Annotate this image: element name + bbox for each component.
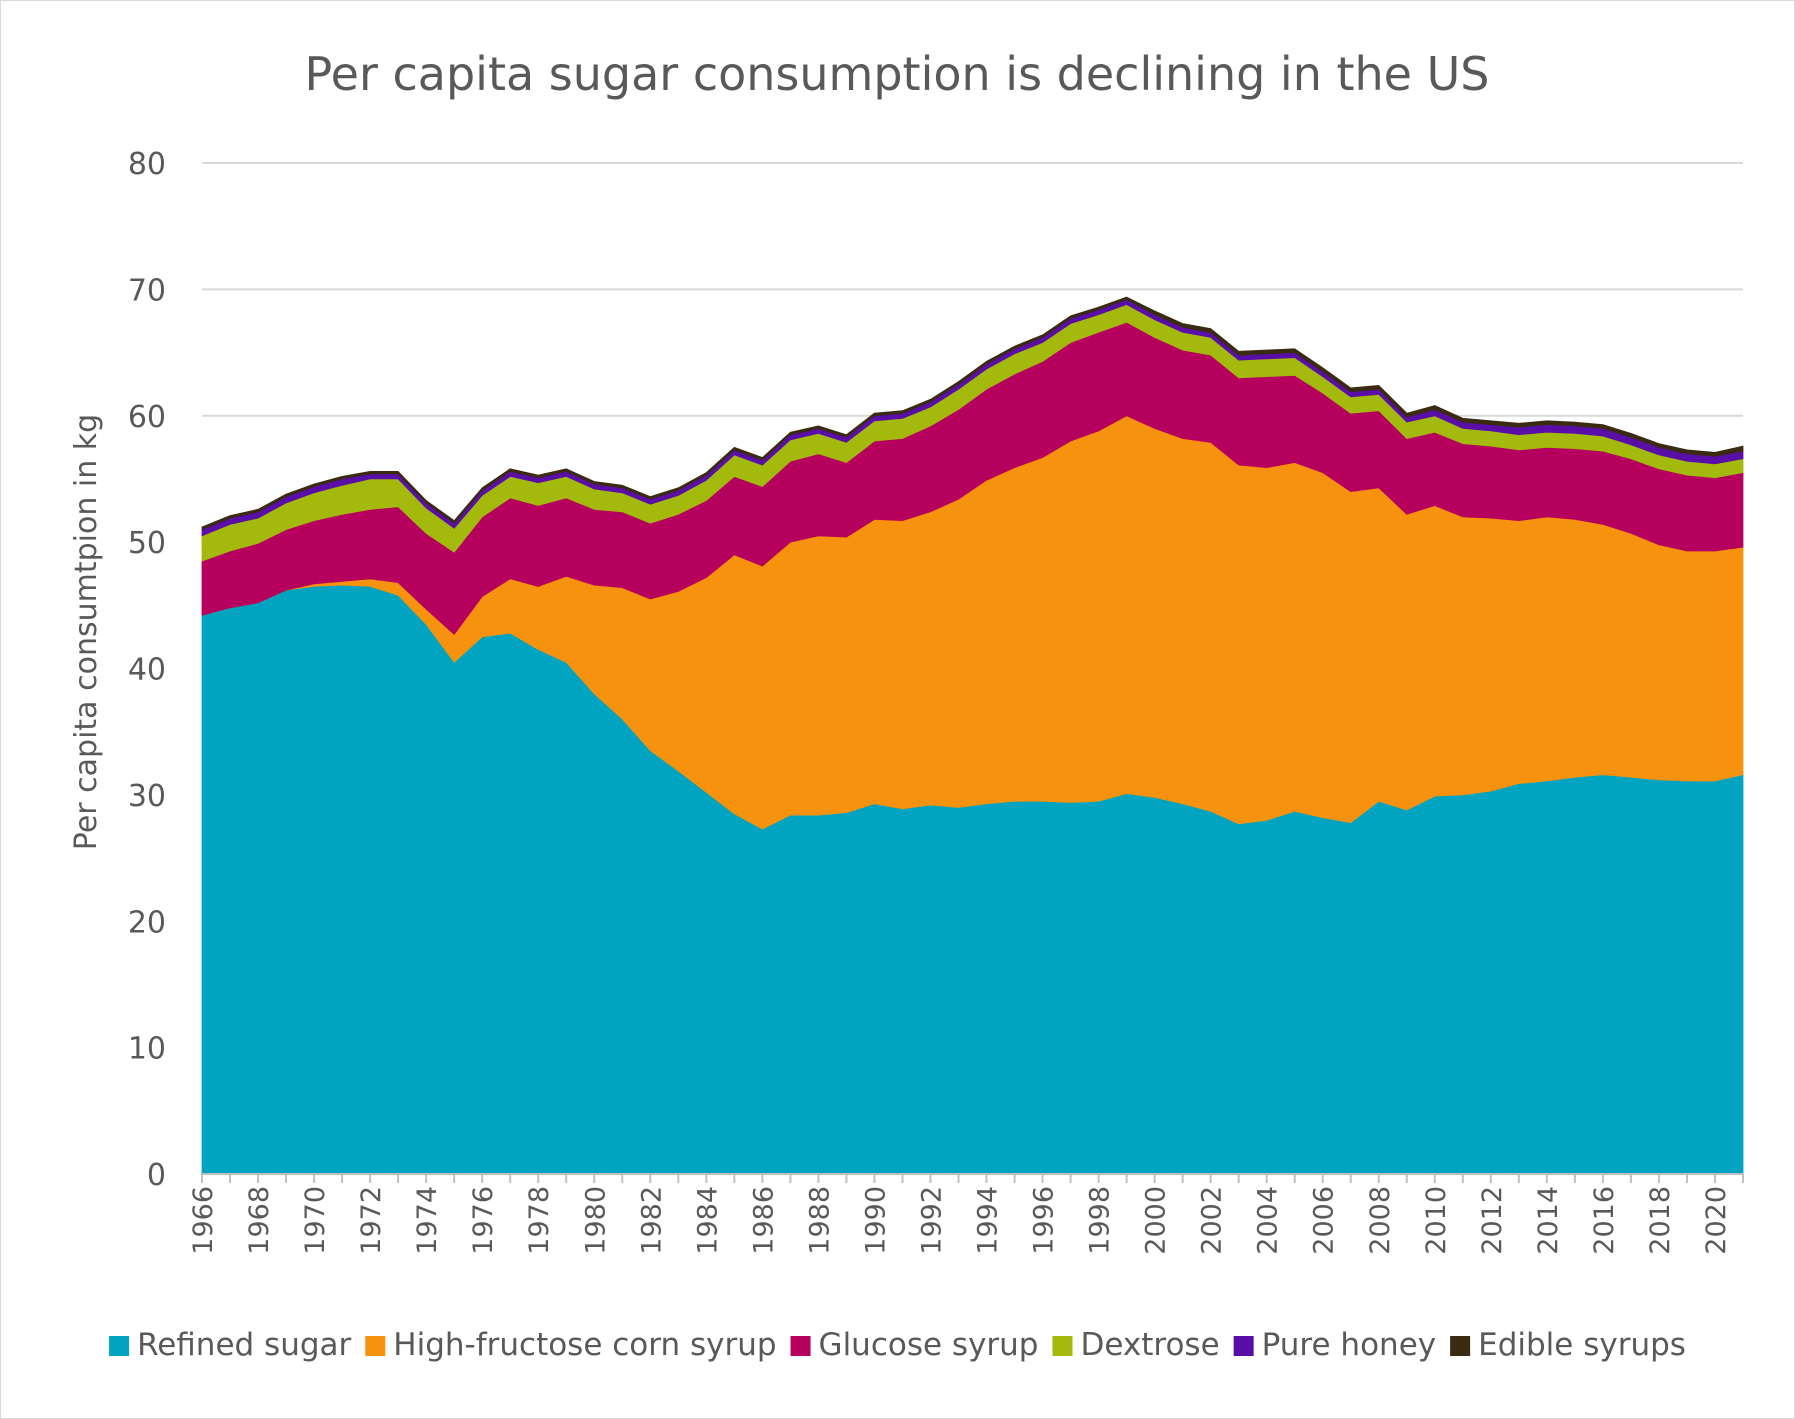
x-tick-label: 1974 bbox=[412, 1186, 443, 1255]
y-tick-label: 40 bbox=[128, 653, 166, 688]
x-tick-label: 2004 bbox=[1253, 1186, 1284, 1255]
legend-label: Refined sugar bbox=[137, 1327, 351, 1363]
x-tick-label: 1986 bbox=[748, 1186, 779, 1255]
y-axis-label: Per capita consumtpion in kg bbox=[69, 414, 104, 850]
x-tick-label: 1984 bbox=[692, 1186, 723, 1255]
x-tick-label: 1982 bbox=[636, 1186, 667, 1255]
legend-label: Dextrose bbox=[1080, 1327, 1219, 1363]
legend-swatch bbox=[365, 1336, 386, 1356]
y-tick-label: 30 bbox=[128, 779, 166, 814]
legend: Refined sugar High-fructose corn syrup Glu… bbox=[109, 1327, 1686, 1363]
y-tick-label: 20 bbox=[128, 905, 166, 940]
x-tick-label: 1980 bbox=[580, 1186, 611, 1255]
legend-item-glucose-syrup: Glucose syrup bbox=[790, 1327, 1039, 1363]
y-tick-label: 10 bbox=[128, 1032, 166, 1067]
legend-label: Glucose syrup bbox=[819, 1327, 1039, 1363]
y-tick-label: 50 bbox=[128, 526, 166, 561]
x-tick-label: 1990 bbox=[860, 1186, 891, 1255]
x-tick-label: 1978 bbox=[524, 1186, 555, 1255]
legend-swatch bbox=[790, 1336, 811, 1356]
x-tick-label: 2014 bbox=[1533, 1186, 1564, 1255]
x-tick-label: 2000 bbox=[1141, 1186, 1172, 1255]
axes: 1966 1968 1970 1972 1974 1976 1978 1980 1982 1984… bbox=[188, 1173, 1744, 1255]
x-tick-label: 1970 bbox=[300, 1186, 331, 1255]
legend-swatch bbox=[1052, 1336, 1073, 1356]
legend-swatch bbox=[1233, 1336, 1254, 1356]
x-tick-label: 2008 bbox=[1365, 1186, 1396, 1255]
x-tick-label: 2006 bbox=[1309, 1186, 1340, 1255]
legend-item-refined-sugar: Refined sugar bbox=[109, 1327, 352, 1363]
x-tick-label: 1988 bbox=[804, 1186, 835, 1255]
x-tick-label: 1966 bbox=[188, 1186, 219, 1255]
legend-swatch bbox=[1450, 1336, 1471, 1356]
plot-areas bbox=[201, 296, 1744, 1175]
x-tick-label: 1996 bbox=[1029, 1186, 1060, 1255]
x-tick-label: 1976 bbox=[468, 1186, 499, 1255]
x-tick-label: 1968 bbox=[244, 1186, 275, 1255]
x-tick-label: 1992 bbox=[917, 1186, 948, 1255]
x-tick-label: 2016 bbox=[1589, 1186, 1620, 1255]
legend-item-dextrose: Dextrose bbox=[1052, 1327, 1220, 1363]
x-tick-label: 1998 bbox=[1085, 1186, 1116, 1255]
y-tick-label: 60 bbox=[128, 400, 166, 435]
legend-label: Edible syrups bbox=[1478, 1327, 1686, 1363]
x-tick-label: 2012 bbox=[1477, 1186, 1508, 1255]
x-tick-label: 2020 bbox=[1701, 1186, 1732, 1255]
x-tick-label: 2002 bbox=[1197, 1186, 1228, 1255]
x-tick-label: 1994 bbox=[973, 1186, 1004, 1255]
legend-label: High-fructose corn syrup bbox=[393, 1327, 776, 1363]
y-tick-label: 0 bbox=[147, 1158, 166, 1193]
y-tick-label: 80 bbox=[128, 147, 166, 182]
x-tick-label: 1972 bbox=[356, 1186, 387, 1255]
legend-item-pure-honey: Pure honey bbox=[1233, 1327, 1436, 1363]
area-edible-syrups bbox=[201, 296, 1744, 531]
chart-title: Per capita sugar consumption is declinin… bbox=[305, 47, 1490, 101]
legend-label: Pure honey bbox=[1262, 1327, 1436, 1363]
x-tick-label: 2018 bbox=[1645, 1186, 1676, 1255]
legend-swatch bbox=[109, 1336, 130, 1356]
y-tick-label: 70 bbox=[128, 273, 166, 308]
x-tick-label: 2010 bbox=[1421, 1186, 1452, 1255]
legend-item-edible-syrups: Edible syrups bbox=[1450, 1327, 1686, 1363]
legend-item-high-fructose-corn-syrup: High-fructose corn syrup bbox=[365, 1327, 777, 1363]
